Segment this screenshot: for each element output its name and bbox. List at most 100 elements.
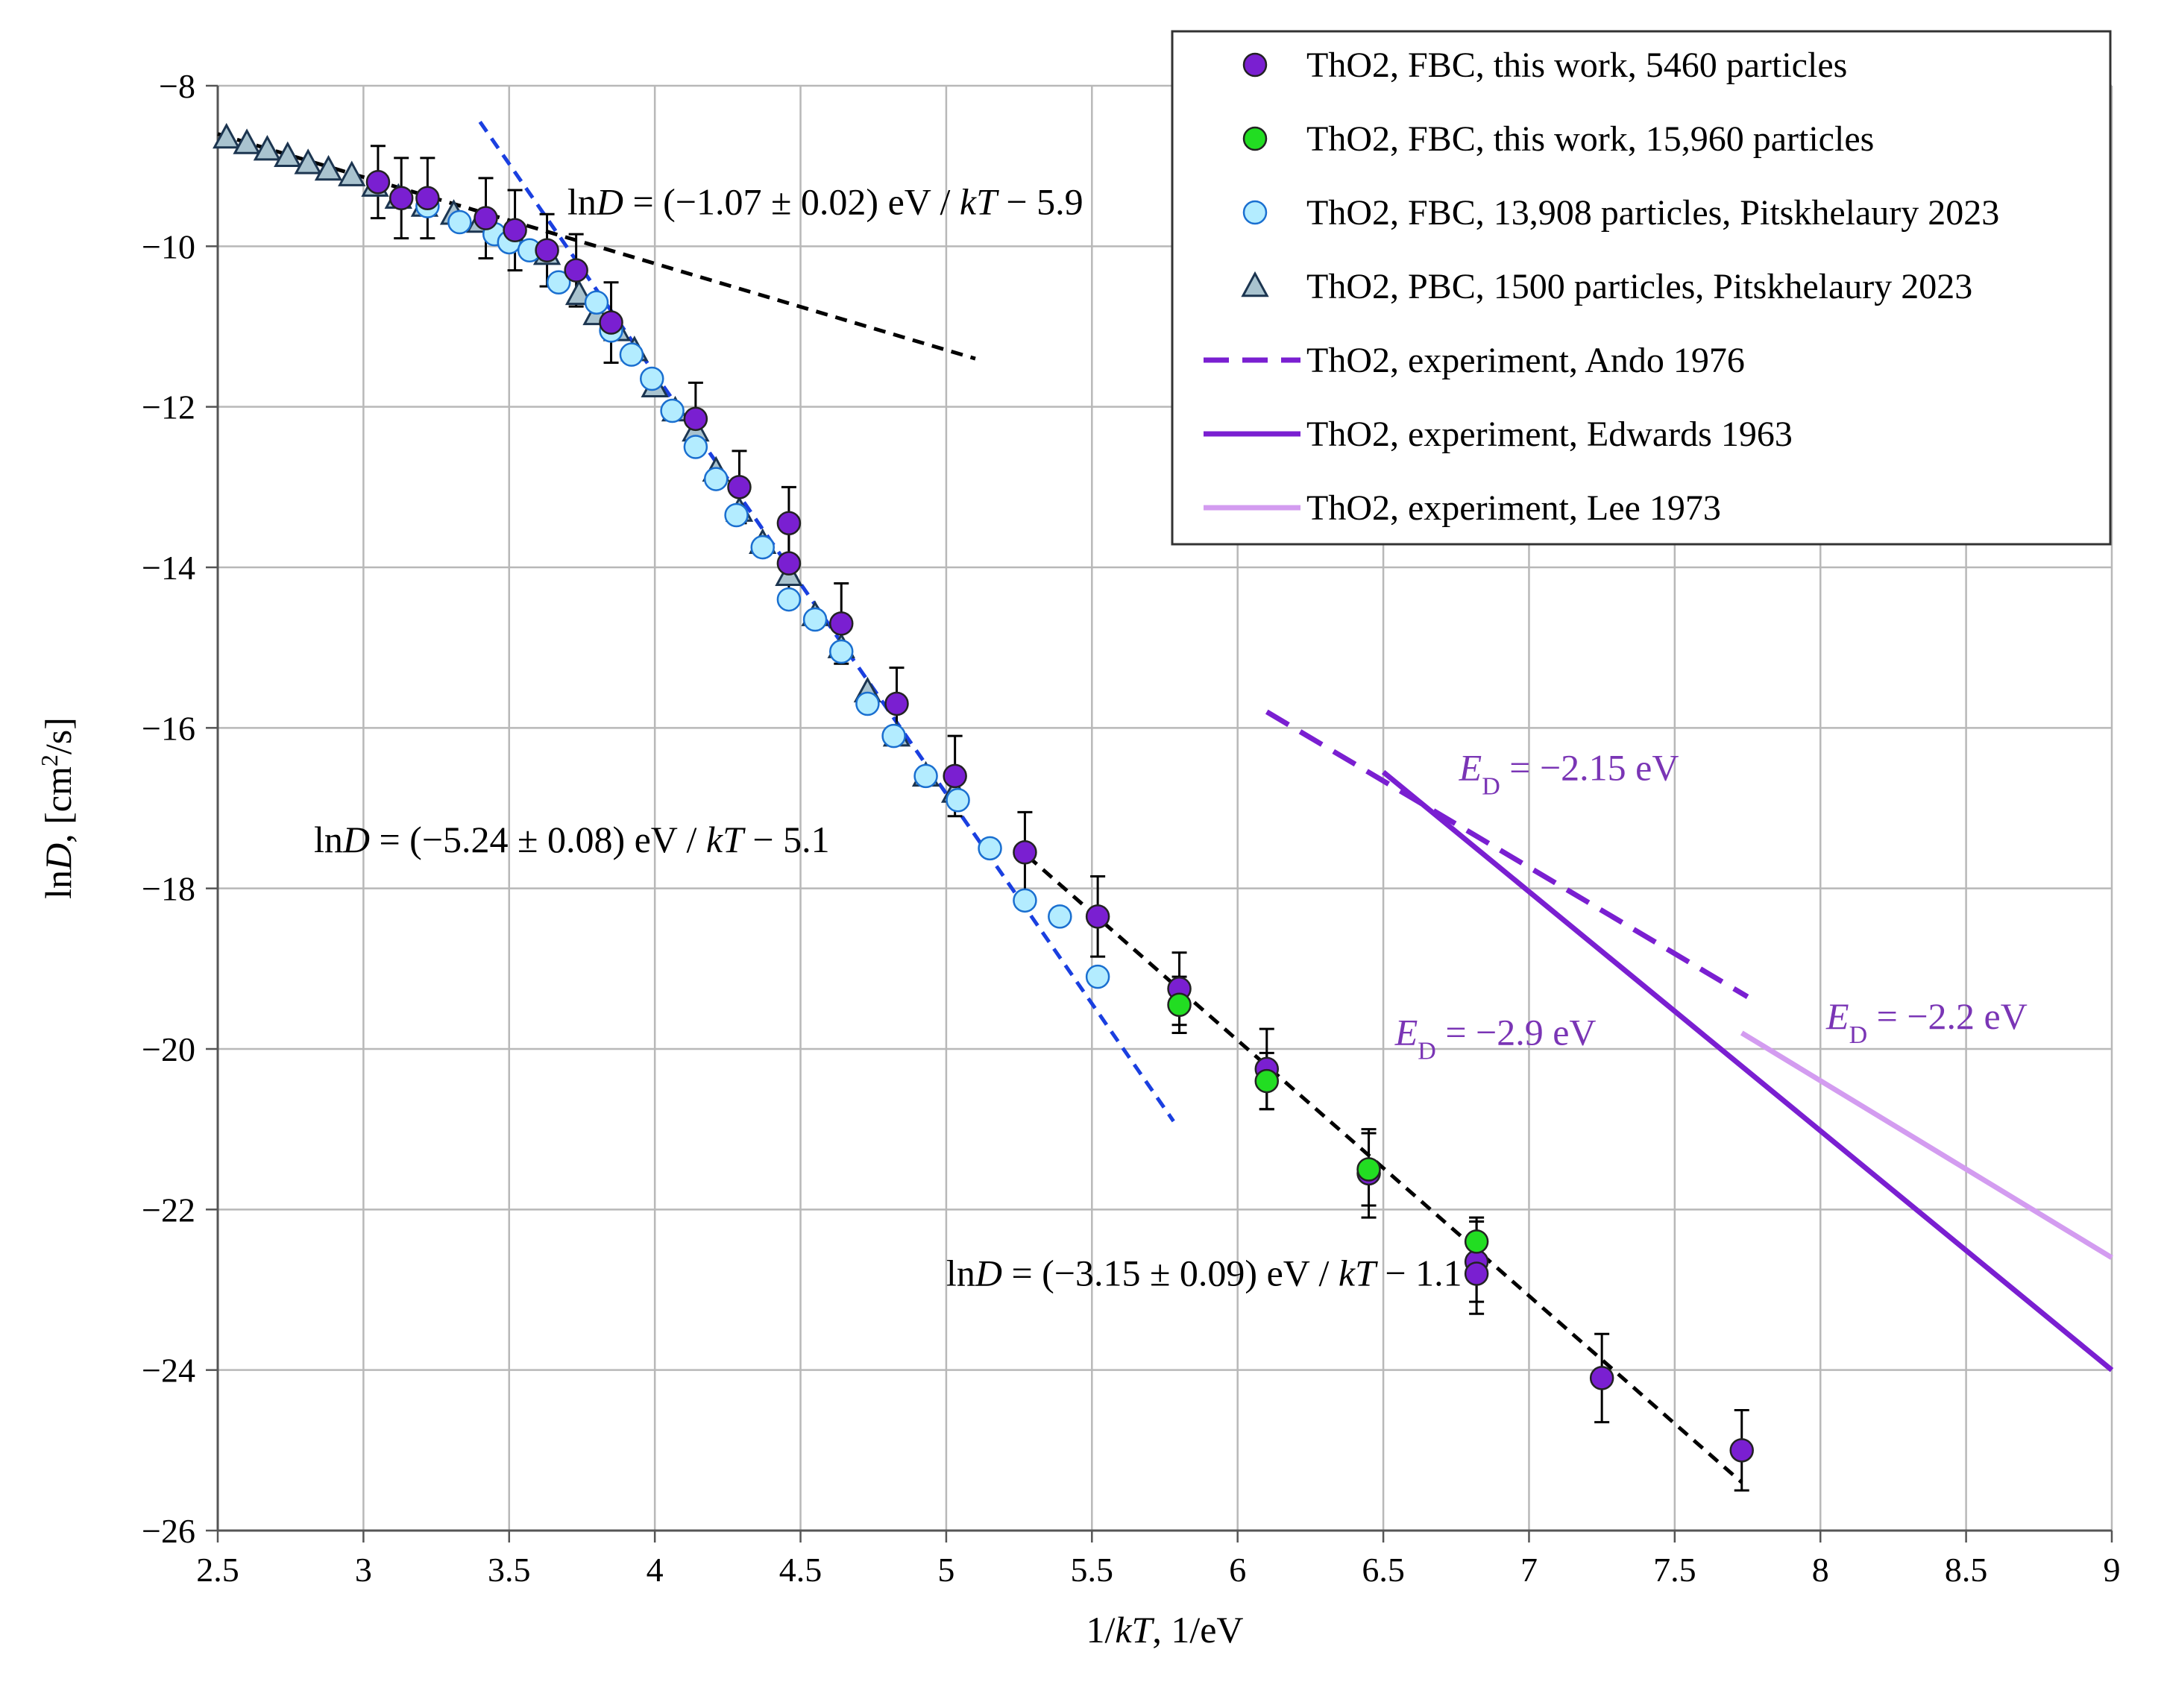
legend-marker	[1242, 200, 1268, 225]
y-axis-title: lnD, [cm2/s]	[36, 717, 79, 899]
x-tick-label: 3.5	[488, 1551, 531, 1589]
data-point-circle	[564, 258, 588, 283]
data-point-circle	[584, 290, 609, 315]
tick-labels: 2.5 3 3.5 4 4.5 5 5.5 6 6.5 7 7.5 8 8.5 9 −8 −10 −12 −14 −…	[142, 67, 2120, 1589]
y-tick-label: −26	[142, 1512, 195, 1550]
data-point-circle	[1729, 1438, 1754, 1463]
x-tick-label: 5.5	[1071, 1551, 1114, 1589]
fit-equation: lnD = (−3.15 ± 0.09) eV / kT − 1.1	[946, 1252, 1462, 1294]
data-point-circle	[1085, 904, 1110, 929]
data-point-circle	[855, 691, 880, 716]
data-point-circle	[1356, 1157, 1381, 1182]
data-point-circle	[776, 587, 802, 612]
data-point-circle	[683, 406, 708, 432]
legend-label: ThO2, experiment, Ando 1976	[1306, 341, 1745, 380]
data-point-circle	[828, 611, 854, 636]
data-point-circle	[1464, 1261, 1489, 1286]
axes	[206, 84, 2113, 1542]
data-point-circle	[881, 723, 906, 749]
activation-energy-label: ED = −2.15 eV	[1459, 746, 1679, 800]
markers	[213, 122, 1754, 1463]
experiment-line	[1265, 709, 1749, 1000]
legend-marker	[1242, 126, 1268, 151]
data-point-circle	[750, 535, 775, 560]
legend-box	[1171, 30, 2112, 546]
y-tick-label: −12	[142, 388, 195, 426]
y-tick-label: −20	[142, 1030, 195, 1068]
y-tick-label: −16	[142, 709, 195, 747]
data-point-circle	[1048, 904, 1072, 929]
data-point-circle	[660, 398, 685, 423]
data-point-circle	[776, 551, 802, 576]
data-point-circle	[1254, 1068, 1280, 1094]
x-tick-label: 3	[355, 1551, 372, 1589]
data-point-circle	[683, 435, 708, 459]
x-axis-title: 1/kT, 1/eV	[1086, 1609, 1243, 1651]
data-point-triangle	[338, 160, 366, 186]
data-point-circle	[1013, 888, 1037, 913]
data-point-circle	[978, 836, 1002, 861]
data-point-circle	[724, 502, 749, 528]
fit-line	[1026, 854, 1743, 1484]
y-tick-label: −18	[142, 870, 195, 908]
x-tick-label: 7	[1520, 1551, 1538, 1589]
fit-equation: lnD = (−5.24 ± 0.08) eV / kT − 5.1	[314, 819, 830, 860]
y-tick-label: −8	[159, 67, 195, 105]
fit-equation: lnD = (−1.07 ± 0.02) eV / kT − 5.9	[567, 180, 1083, 222]
data-point-circle	[599, 310, 623, 335]
y-tick-label: −24	[142, 1352, 195, 1390]
legend-label: ThO2, PBC, 1500 particles, Pitskhelaury …	[1306, 267, 1972, 306]
data-point-circle	[1013, 839, 1037, 865]
activation-energy-label: ED = −2.9 eV	[1394, 1012, 1597, 1065]
experiment-lines	[1265, 709, 2114, 1373]
legend-marker	[1242, 52, 1268, 78]
x-tick-label: 7.5	[1653, 1551, 1696, 1589]
data-point-circle	[389, 186, 414, 210]
legend: ThO2, FBC, this work, 5460 particles ThO2…	[1171, 30, 2112, 546]
data-point-triangle	[253, 134, 282, 161]
data-point-triangle	[294, 148, 322, 174]
fit-line	[217, 132, 976, 361]
data-point-circle	[546, 270, 571, 295]
data-point-circle	[828, 639, 854, 664]
x-tick-label: 8	[1812, 1551, 1829, 1589]
data-point-triangle	[233, 128, 261, 154]
data-point-circle	[943, 763, 967, 789]
x-tick-label: 9	[2104, 1551, 2121, 1589]
y-tick-label: −10	[142, 227, 195, 265]
legend-marker	[1241, 271, 1269, 297]
annotations: lnD = (−1.07 ± 0.02) eV / kT − 5.9 lnD = …	[314, 180, 2028, 1293]
data-point-circle	[1085, 964, 1110, 989]
legend-label: ThO2, FBC, this work, 5460 particles	[1306, 45, 1847, 85]
data-point-circle	[503, 218, 527, 243]
data-point-circle	[913, 763, 938, 789]
legend-label: ThO2, experiment, Edwards 1963	[1306, 415, 1793, 454]
data-point-triangle	[274, 141, 302, 167]
activation-energy-label: ED = −2.2 eV	[1825, 995, 2028, 1049]
legend-label: ThO2, FBC, this work, 15,960 particles	[1306, 119, 1874, 159]
data-point-circle	[447, 209, 472, 235]
data-point-circle	[535, 238, 559, 262]
data-point-circle	[884, 691, 909, 716]
x-tick-label: 6	[1229, 1551, 1246, 1589]
data-point-circle	[365, 169, 391, 195]
data-point-circle	[776, 511, 802, 536]
data-point-circle	[946, 787, 970, 813]
data-point-circle	[802, 607, 828, 632]
x-tick-label: 2.5	[196, 1551, 239, 1589]
legend-label: ThO2, FBC, 13,908 particles, Pitskhelaur…	[1306, 193, 1999, 233]
data-point-triangle	[213, 122, 241, 149]
data-point-triangle	[564, 279, 594, 306]
data-point-circle	[727, 475, 752, 500]
data-point-triangle	[314, 154, 343, 181]
y-tick-label: −22	[142, 1191, 195, 1229]
data-point-circle	[474, 206, 498, 230]
data-point-circle	[415, 186, 440, 210]
data-point-circle	[619, 342, 644, 367]
x-tick-label: 6.5	[1362, 1551, 1405, 1589]
x-tick-label: 5	[937, 1551, 954, 1589]
x-tick-label: 8.5	[1945, 1551, 1988, 1589]
x-tick-label: 4	[647, 1551, 664, 1589]
data-point-circle	[1589, 1366, 1614, 1390]
